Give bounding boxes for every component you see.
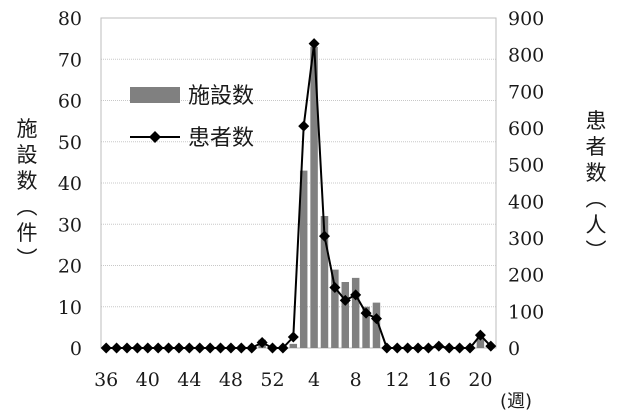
legend-bar-label: 施設数 — [188, 84, 254, 109]
bar — [299, 170, 308, 348]
left-axis-label: 施設数 ︵ 件 ︶ — [16, 117, 38, 271]
x-tick-label: 40 — [136, 369, 160, 391]
line-point — [204, 342, 216, 354]
line-point — [131, 342, 143, 354]
line-point — [256, 337, 268, 348]
line-point — [142, 342, 154, 354]
left-tick-label: 30 — [58, 214, 82, 236]
left-axis-ticks: 0 10 20 30 40 50 60 70 80 — [58, 8, 82, 360]
left-tick-label: 60 — [58, 91, 82, 113]
legend: 施設数 患者数 — [130, 84, 254, 151]
bar-series — [258, 46, 485, 348]
left-tick-label: 70 — [58, 49, 82, 71]
line-point — [121, 342, 133, 354]
line-point — [152, 342, 164, 354]
plot-area — [100, 17, 497, 349]
line-point — [391, 342, 403, 354]
legend-bar-swatch — [130, 87, 180, 103]
legend-line-label: 患者数 — [188, 126, 254, 151]
line-point — [100, 342, 112, 354]
line-point — [329, 282, 341, 293]
line-point — [350, 289, 362, 301]
right-tick-label: 0 — [508, 338, 520, 360]
bar — [289, 343, 298, 348]
bar — [320, 216, 329, 348]
x-tick-label: 4 — [308, 369, 320, 391]
right-tick-label: 400 — [508, 191, 544, 213]
line-point — [235, 342, 247, 354]
right-tick-label: 900 — [508, 8, 544, 30]
legend-line-marker — [149, 131, 161, 143]
line-point — [339, 294, 351, 306]
line-point — [422, 342, 434, 354]
right-axis-ticks: 0 100 200 300 400 500 600 700 800 900 — [508, 8, 544, 360]
x-axis-ticks: 36 40 44 48 52 4 8 12 16 20 — [94, 369, 492, 391]
line-point — [454, 342, 466, 354]
x-tick-label: 12 — [385, 369, 409, 391]
line-point — [246, 342, 258, 354]
line-point — [277, 342, 289, 354]
x-tick-label: 48 — [219, 369, 243, 391]
bar — [362, 306, 370, 348]
left-tick-label: 0 — [70, 338, 82, 360]
x-tick-label: 16 — [427, 369, 451, 391]
x-tick-label: 44 — [177, 369, 201, 391]
line-point — [318, 230, 330, 242]
line-point — [412, 342, 424, 354]
left-tick-label: 80 — [58, 8, 82, 30]
line-point — [474, 329, 486, 341]
x-tick-label: 8 — [350, 369, 362, 391]
x-tick-label: 52 — [260, 369, 284, 391]
line-point — [194, 342, 206, 354]
right-axis-label: 患者数 ︵ 人 ︶ — [585, 109, 607, 263]
bar — [341, 282, 350, 348]
bar — [351, 277, 360, 348]
right-tick-label: 800 — [508, 45, 544, 67]
line-point — [267, 342, 279, 354]
right-tick-label: 200 — [508, 265, 544, 287]
right-tick-label: 100 — [508, 301, 544, 323]
x-axis-unit-label: (週) — [500, 391, 532, 412]
line-point — [308, 38, 320, 50]
right-tick-label: 300 — [508, 228, 544, 250]
line-point — [381, 342, 393, 354]
line-point — [183, 342, 195, 354]
right-tick-label: 600 — [508, 118, 544, 140]
line-point — [225, 342, 237, 354]
left-tick-label: 20 — [58, 256, 82, 278]
line-point — [370, 313, 382, 325]
gridlines — [101, 17, 496, 349]
line-point — [111, 342, 123, 354]
left-tick-label: 40 — [58, 173, 82, 195]
line-point — [173, 342, 185, 354]
x-tick-label: 36 — [94, 369, 118, 391]
x-tick-label: 20 — [468, 369, 492, 391]
right-tick-label: 700 — [508, 81, 544, 103]
line-point — [464, 342, 476, 354]
line-point — [485, 340, 497, 352]
bar — [372, 302, 381, 348]
line-series — [100, 38, 497, 354]
left-tick-label: 50 — [58, 132, 82, 154]
line-point — [433, 340, 445, 352]
line-point — [402, 342, 414, 354]
line-point — [215, 342, 227, 354]
line-point — [298, 120, 310, 132]
bar — [310, 46, 318, 348]
line-point — [360, 307, 372, 319]
left-tick-label: 10 — [58, 297, 82, 319]
right-tick-label: 500 — [508, 155, 544, 177]
bar — [331, 269, 339, 348]
line-point — [443, 342, 455, 354]
line-point — [163, 342, 175, 354]
bar — [476, 335, 485, 348]
line-point — [287, 331, 299, 343]
